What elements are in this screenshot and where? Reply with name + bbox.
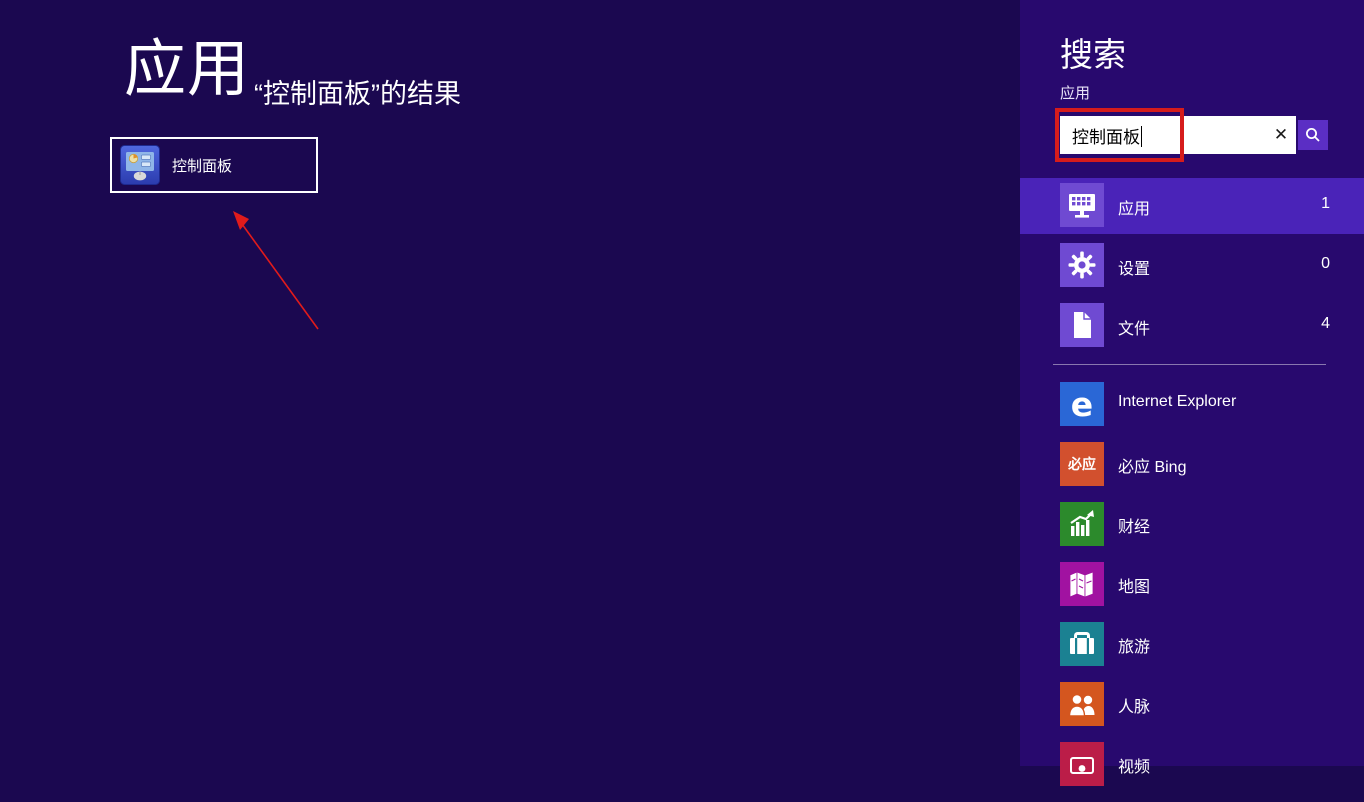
- panel-title: 搜索: [1060, 36, 1126, 73]
- result-tile-label: 控制面板: [172, 157, 233, 175]
- search-row: 控制面板 ✕: [1060, 116, 1328, 154]
- internet-explorer-icon: e: [1060, 382, 1104, 426]
- search-charm-panel: 搜索 应用 控制面板 ✕: [1020, 0, 1364, 786]
- search-category-list: 应用 1: [1020, 178, 1364, 358]
- clear-search-button[interactable]: ✕: [1266, 116, 1296, 154]
- category-row-apps[interactable]: 应用 1: [1020, 178, 1364, 234]
- category-row-files[interactable]: 文件 4: [1020, 298, 1364, 354]
- settings-category-tile: [1060, 243, 1104, 287]
- results-subtitle: “控制面板”的结果: [254, 79, 461, 109]
- category-row-settings[interactable]: 设置 0: [1020, 238, 1364, 294]
- app-row-internet-explorer[interactable]: e Internet Explorer: [1020, 382, 1364, 426]
- close-icon: ✕: [1273, 125, 1289, 144]
- monitor-icon: [1069, 194, 1095, 218]
- bing-icon: 必应: [1060, 442, 1104, 486]
- finance-chart-icon: [1060, 502, 1104, 546]
- magnifier-icon: [1306, 128, 1320, 142]
- video-player-icon: [1070, 757, 1094, 774]
- annotation-arrow: [233, 211, 319, 330]
- people-icon: [1060, 682, 1104, 726]
- category-label: 应用: [1118, 201, 1151, 218]
- search-input-value: 控制面板: [1072, 127, 1140, 147]
- app-suggestion-list: e Internet Explorer 必应 必应 Bing: [1020, 382, 1364, 802]
- app-label: 财经: [1118, 519, 1151, 536]
- app-label: 地图: [1118, 579, 1151, 596]
- files-category-tile: [1060, 303, 1104, 347]
- travel-suitcase-icon: [1070, 632, 1094, 654]
- file-icon: [1074, 312, 1091, 338]
- video-icon: [1060, 742, 1104, 786]
- category-count: 1: [1321, 195, 1330, 212]
- search-input[interactable]: 控制面板: [1060, 123, 1266, 148]
- search-scope-label: 应用: [1060, 85, 1091, 102]
- app-label: 人脉: [1118, 699, 1151, 716]
- app-row-people[interactable]: 人脉: [1020, 682, 1364, 726]
- app-label: 旅游: [1118, 639, 1151, 656]
- suitcase-icon: [1060, 622, 1104, 666]
- app-row-video[interactable]: 视频: [1020, 742, 1364, 786]
- apps-category-tile: [1060, 183, 1104, 227]
- panel-divider: [1053, 364, 1326, 365]
- search-submit-button[interactable]: [1298, 120, 1328, 150]
- app-label: 视频: [1118, 759, 1151, 776]
- results-page-title: 应用: [124, 35, 251, 104]
- category-label: 设置: [1118, 261, 1151, 278]
- map-icon: [1060, 562, 1104, 606]
- bing-tile-text: 必应: [1068, 456, 1096, 472]
- search-field: 控制面板 ✕: [1060, 116, 1296, 154]
- category-count: 0: [1321, 255, 1330, 272]
- app-label: Internet Explorer: [1118, 393, 1237, 410]
- gear-icon: [1068, 251, 1096, 279]
- category-count: 4: [1321, 315, 1330, 332]
- app-label: 必应 Bing: [1118, 459, 1187, 476]
- app-row-maps[interactable]: 地图: [1020, 562, 1364, 606]
- two-people-icon: [1068, 693, 1095, 717]
- folded-map-icon: [1069, 571, 1094, 598]
- category-label: 文件: [1118, 321, 1151, 338]
- result-tile-control-panel[interactable]: 控制面板: [110, 137, 318, 193]
- app-row-travel[interactable]: 旅游: [1020, 622, 1364, 666]
- control-panel-icon: [120, 145, 160, 185]
- ie-letter: e: [1070, 384, 1094, 424]
- app-row-finance[interactable]: 财经: [1020, 502, 1364, 546]
- bar-chart-icon: [1070, 510, 1094, 536]
- app-row-bing[interactable]: 必应 必应 Bing: [1020, 442, 1364, 486]
- text-caret: [1141, 125, 1142, 147]
- search-results-area: 应用 “控制面板”的结果 控制面板: [110, 35, 461, 330]
